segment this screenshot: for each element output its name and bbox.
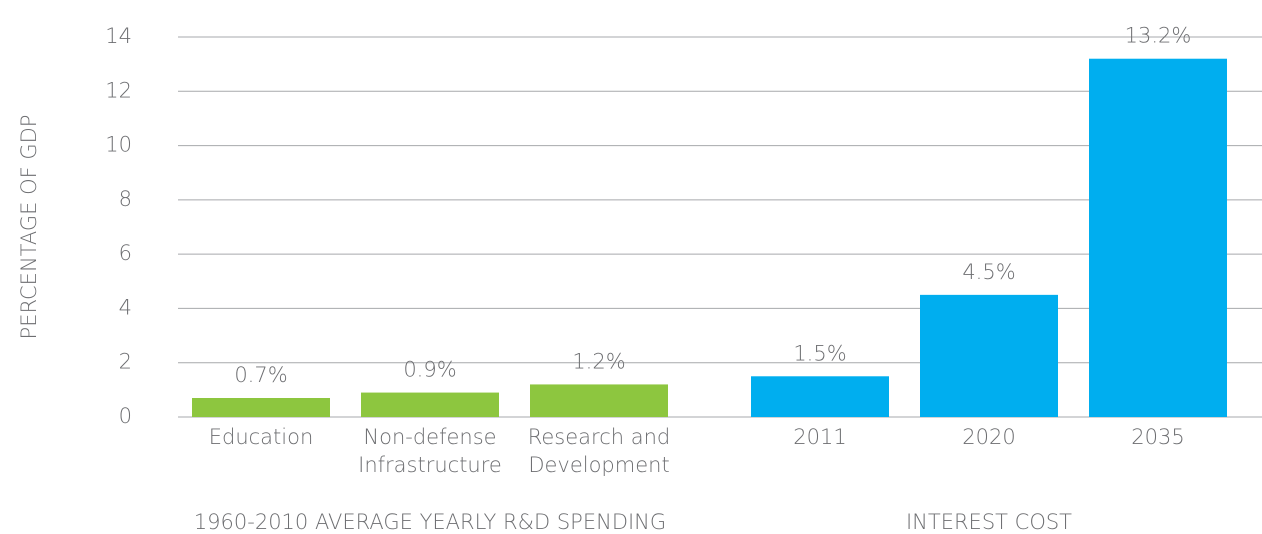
bar [1089, 58, 1227, 417]
value-label: 1.2% [572, 349, 625, 373]
bar [751, 376, 889, 417]
group-label: INTEREST COST [906, 510, 1072, 534]
x-tick-label: 2011 [793, 425, 846, 449]
y-axis-label: PERCENTAGE OF GDP [17, 115, 41, 340]
value-label: 13.2% [1125, 24, 1192, 48]
bar [361, 392, 499, 417]
y-tick-label: 0 [119, 404, 132, 428]
x-tick-label: Research and Development [528, 425, 671, 477]
x-tick-label: Non-defense Infrastructure [358, 425, 502, 477]
y-tick-label: 2 [119, 350, 132, 374]
value-label: 1.5% [793, 341, 846, 365]
x-tick-label: 2020 [962, 425, 1015, 449]
y-tick-label: 8 [119, 187, 132, 211]
y-tick-label: 4 [119, 295, 132, 319]
y-tick-label: 14 [105, 24, 132, 48]
value-label: 4.5% [962, 260, 1015, 284]
x-tick-label: Education [209, 425, 314, 449]
bar [530, 384, 668, 417]
bar [192, 398, 330, 417]
x-tick-label: 2035 [1131, 425, 1184, 449]
y-tick-label: 12 [105, 78, 132, 102]
y-tick-label: 6 [119, 241, 132, 265]
bar [920, 294, 1058, 417]
y-tick-label: 10 [105, 133, 132, 157]
group-label: 1960-2010 AVERAGE YEARLY R&D SPENDING [194, 510, 666, 534]
value-label: 0.7% [234, 363, 287, 387]
value-label: 0.9% [403, 358, 456, 382]
